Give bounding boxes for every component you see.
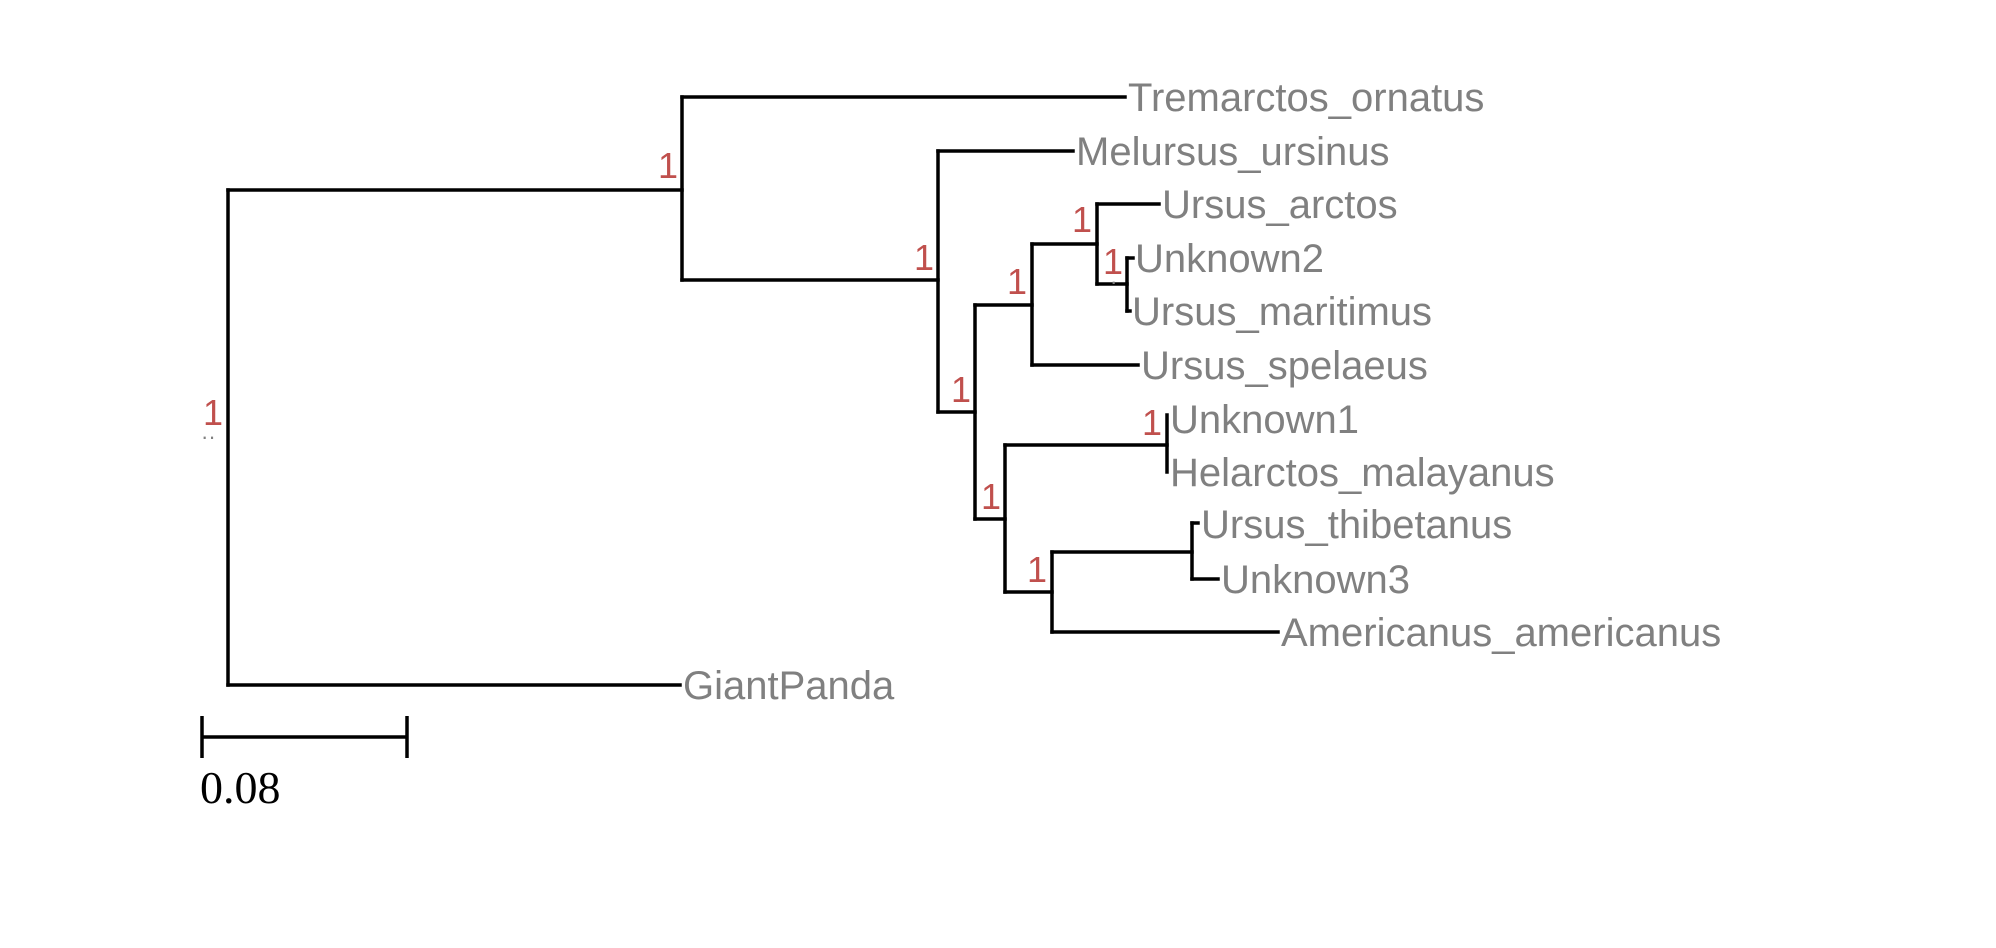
leaf-label: Melursus_ursinus bbox=[1076, 130, 1389, 174]
support-value: 1 bbox=[914, 237, 934, 278]
leaf-label: Unknown1 bbox=[1170, 398, 1359, 442]
node-dot-marker: · bbox=[1110, 269, 1117, 294]
support-value: 1 bbox=[951, 369, 971, 410]
node-supports: 1 1 1 1 1 1 1 1 1 1 ·· · bbox=[201, 145, 1162, 590]
support-value: 1 bbox=[981, 476, 1001, 517]
support-value: 1 bbox=[1007, 261, 1027, 302]
leaf-label: Ursus_thibetanus bbox=[1201, 503, 1512, 547]
leaf-label: GiantPanda bbox=[683, 664, 895, 708]
support-value: 1 bbox=[1072, 199, 1092, 240]
scale-bar: 0.08 bbox=[200, 716, 409, 813]
support-value: 1 bbox=[1142, 402, 1162, 443]
support-value: 1 bbox=[658, 145, 678, 186]
support-value: 1 bbox=[203, 392, 223, 433]
leaf-label: Ursus_arctos bbox=[1162, 183, 1398, 227]
leaf-label: Ursus_maritimus bbox=[1132, 290, 1432, 334]
leaf-labels: Tremarctos_ornatus Melursus_ursinus Ursu… bbox=[683, 76, 1721, 708]
scale-bar-label: 0.08 bbox=[200, 762, 281, 813]
leaf-label: Unknown3 bbox=[1221, 558, 1410, 602]
leaf-label: Ursus_spelaeus bbox=[1141, 344, 1428, 388]
leaf-label: Unknown2 bbox=[1135, 237, 1324, 281]
leaf-label: Tremarctos_ornatus bbox=[1128, 76, 1484, 120]
tree-branches bbox=[226, 95, 1280, 687]
support-value: 1 bbox=[1027, 549, 1047, 590]
support-value: 1 bbox=[1103, 241, 1123, 282]
leaf-label: Americanus_americanus bbox=[1281, 611, 1721, 655]
node-dot-marker: ·· bbox=[201, 424, 216, 449]
leaf-label: Helarctos_malayanus bbox=[1170, 451, 1555, 495]
